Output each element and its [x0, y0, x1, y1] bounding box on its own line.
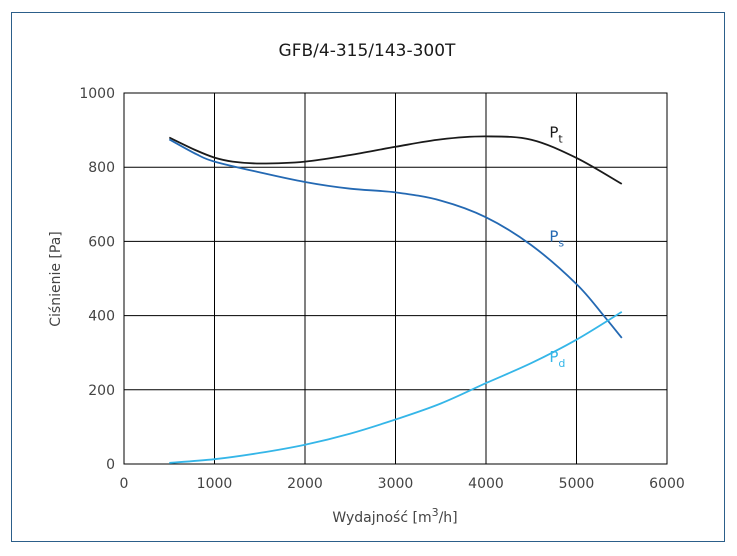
x-axis-label: Wydajność [m3/h] — [332, 506, 457, 526]
series-line-ps — [168, 138, 623, 339]
chart-title: GFB/4-315/143-300T — [279, 41, 456, 61]
series-label-ps: Ps — [549, 227, 564, 249]
y-tick-label: 200 — [88, 383, 115, 399]
x-tick-label: 1000 — [197, 476, 233, 492]
series-line-pt — [168, 135, 623, 185]
y-tick-label: 0 — [106, 457, 115, 473]
y-tick-label: 600 — [88, 234, 115, 250]
series-label-pd: Pd — [549, 348, 565, 370]
series-label-pt: Pt — [549, 124, 563, 146]
x-tick-label: 0 — [120, 476, 129, 492]
chart-frame — [11, 12, 725, 542]
x-tick-label: 4000 — [468, 476, 504, 492]
y-tick-label: 1000 — [79, 86, 115, 102]
series-line-pd — [169, 311, 623, 464]
x-tick-label: 6000 — [649, 476, 685, 492]
y-axis-label: Ciśnienie [Pa] — [48, 231, 64, 326]
y-tick-label: 800 — [88, 160, 115, 176]
y-tick-label: 400 — [88, 309, 115, 325]
x-tick-label: 5000 — [559, 476, 595, 492]
x-tick-label: 2000 — [287, 476, 323, 492]
x-tick-label: 3000 — [378, 476, 414, 492]
